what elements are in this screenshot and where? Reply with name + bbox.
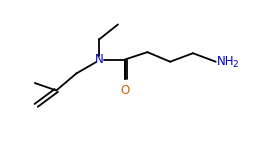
Text: N: N bbox=[95, 53, 103, 66]
Text: 2: 2 bbox=[232, 60, 238, 69]
Text: O: O bbox=[120, 84, 129, 97]
Text: NH: NH bbox=[217, 55, 234, 68]
